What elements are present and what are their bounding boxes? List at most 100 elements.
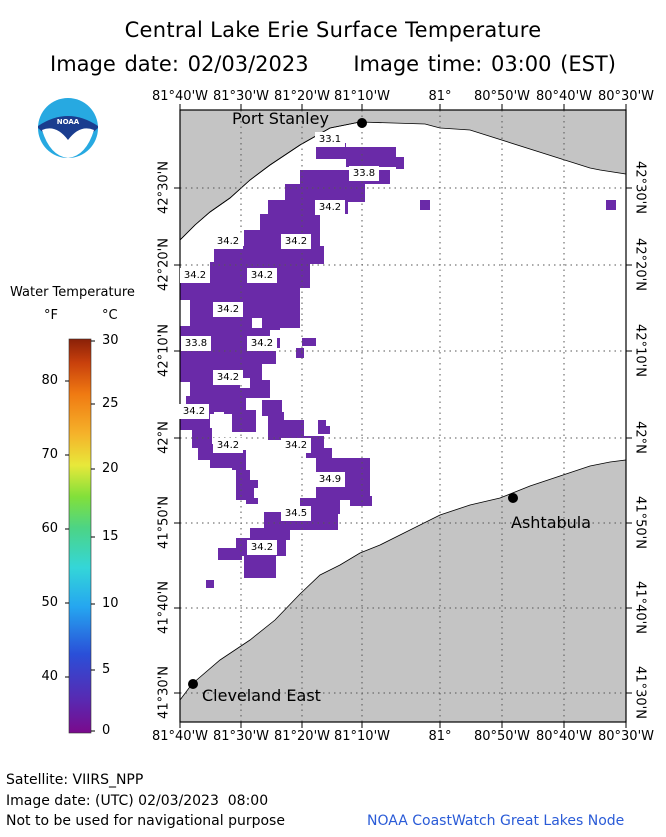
temperature-value-label: 34.9 (315, 472, 345, 487)
lon-label-top: 81°20'W (273, 89, 330, 104)
sst-data-pixel (280, 420, 304, 436)
image-time: Image time: 03:00 (EST) (353, 52, 616, 76)
map-title: Central Lake Erie Surface Temperature (124, 18, 542, 42)
no-data-gap (232, 432, 240, 440)
legend-c-tick: 30 (102, 333, 119, 348)
lat-label-left: 42°30'N (156, 161, 172, 214)
temperature-value-label: 33.8 (349, 166, 379, 181)
lat-label-right: 42°N (632, 421, 648, 454)
legend-unit-c: °C (102, 308, 118, 323)
lon-label-bottom: 81° (428, 729, 452, 744)
city-label-port-stanley: Port Stanley (232, 109, 329, 128)
legend-c-tick: 5 (102, 662, 111, 677)
no-data-gap (214, 412, 224, 424)
temperature-value-label: 34.2 (213, 370, 243, 385)
lon-label-bottom: 80°30'W (597, 729, 654, 744)
temperature-value-label: 34.2 (247, 540, 277, 555)
lat-label-left: 41°40'N (156, 581, 172, 634)
sst-data-pixel (190, 298, 300, 328)
lat-label-right: 41°30'N (632, 666, 648, 719)
logo-text: NOAA (57, 118, 80, 126)
no-data-gap (240, 378, 250, 388)
temperature-value-label: 34.2 (179, 404, 209, 419)
city-label-ashtabula: Ashtabula (511, 513, 592, 532)
legend-c-tick: 15 (102, 529, 119, 544)
sst-data-pixel (232, 410, 256, 432)
ashtabula-marker (508, 493, 518, 503)
legend-unit-f: °F (44, 308, 58, 323)
lon-label-top: 81°10'W (333, 89, 390, 104)
sst-data-pixel (346, 147, 396, 167)
temperature-value-label: 34.2 (213, 438, 243, 453)
sst-data-pixel (198, 444, 214, 460)
sst-data-pixel (606, 200, 616, 210)
lat-label-right: 42°10'N (632, 324, 648, 377)
north-shoreline (179, 121, 361, 241)
lon-label-bottom: 80°40'W (535, 729, 592, 744)
lon-label-bottom: 81°30'W (212, 729, 269, 744)
lat-label-left: 42°20'N (156, 238, 172, 291)
noaa-logo: NOAA (38, 98, 98, 158)
sst-data-pixel (218, 548, 242, 560)
temperature-value-label: 34.2 (247, 336, 277, 351)
navigation-warning: Not to be used for navigational purpose (6, 813, 285, 829)
utc-date-info: Image date: (UTC) 02/03/2023 08:00 (6, 793, 269, 809)
image-date: Image date: 02/03/2023 (50, 52, 309, 76)
lon-label-bottom: 80°50'W (473, 729, 530, 744)
lon-label-bottom: 81°10'W (333, 729, 390, 744)
temperature-value-label: 34.5 (281, 506, 311, 521)
lat-label-right: 42°20'N (632, 238, 648, 291)
sst-data-pixel (420, 200, 430, 210)
temperature-value-label: 33.8 (181, 336, 211, 351)
lat-label-right: 41°50'N (632, 496, 648, 549)
legend-colorbar (65, 338, 95, 734)
temperature-value-label: 34.2 (180, 268, 210, 283)
legend-f-tick: 50 (41, 595, 58, 610)
sst-data-pixel (210, 450, 246, 468)
no-data-gap (292, 472, 304, 484)
lon-label-bottom: 81°40'W (151, 729, 208, 744)
legend-title: Water Temperature (10, 285, 135, 300)
no-data-gap (326, 416, 336, 426)
lon-label-top: 81°30'W (212, 89, 269, 104)
sst-data-pixel (250, 528, 290, 540)
legend-f-tick: 40 (41, 669, 58, 684)
lat-label-left: 42°N (156, 421, 172, 454)
map-subtitle: Image date: 02/03/2023 Image time: 03:00… (0, 52, 666, 76)
noaa-credit: NOAA CoastWatch Great Lakes Node (367, 813, 625, 829)
lon-label-bottom: 81°20'W (273, 729, 330, 744)
no-data-gap (254, 488, 264, 498)
port-stanley-marker (357, 118, 367, 128)
lon-label-top: 80°40'W (535, 89, 592, 104)
lat-label-right: 41°40'N (632, 581, 648, 634)
sst-data-pixel (306, 448, 332, 458)
legend-c-tick: 20 (102, 461, 119, 476)
sst-data-pixel (316, 143, 346, 159)
lon-label-top: 81° (428, 89, 452, 104)
legend-c-tick: 25 (102, 396, 119, 411)
legend-c-tick: 0 (102, 723, 111, 738)
legend-f-tick: 60 (41, 521, 58, 536)
temperature-value-label: 34.2 (315, 200, 345, 215)
sst-data-pixel (350, 496, 372, 506)
sst-data-pixel (244, 556, 276, 578)
legend-f-tick: 80 (41, 373, 58, 388)
legend-c-tick: 10 (102, 596, 119, 611)
cleveland-east-marker (188, 679, 198, 689)
temperature-value-label: 34.2 (281, 438, 311, 453)
lon-label-top: 80°50'W (473, 89, 530, 104)
sst-data-pixel (206, 580, 214, 588)
sst-data-pixel (396, 157, 404, 169)
lon-label-top: 80°30'W (597, 89, 654, 104)
temperature-value-label: 34.2 (247, 268, 277, 283)
legend-f-tick: 70 (41, 447, 58, 462)
satellite-info: Satellite: VIIRS_NPP (6, 772, 144, 788)
no-data-gap (252, 318, 262, 328)
lon-label-top: 81°40'W (151, 89, 208, 104)
lat-label-left: 42°10'N (156, 324, 172, 377)
temperature-value-label: 34.2 (213, 302, 243, 317)
temperature-value-label: 34.2 (213, 234, 243, 249)
lat-label-left: 41°50'N (156, 496, 172, 549)
sst-data-pixel (302, 338, 316, 346)
